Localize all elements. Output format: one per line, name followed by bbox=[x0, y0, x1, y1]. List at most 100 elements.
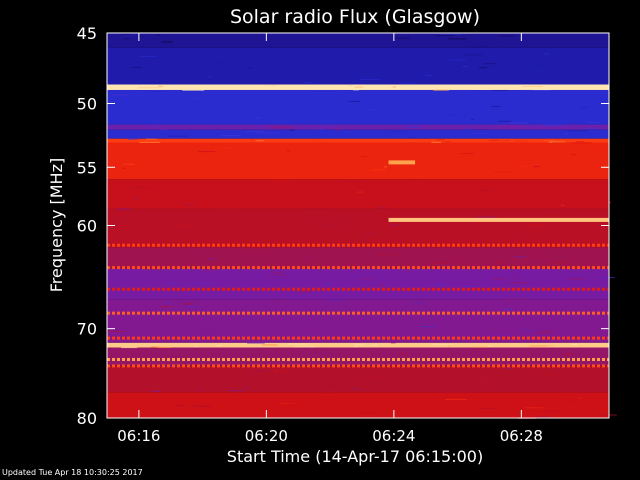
noise-streak bbox=[244, 317, 258, 319]
noise-streak bbox=[463, 54, 484, 56]
noise-streak bbox=[365, 109, 376, 111]
noise-streak bbox=[395, 289, 415, 291]
noise-streak bbox=[265, 84, 277, 86]
noise-streak bbox=[496, 264, 506, 266]
noise-streak bbox=[587, 122, 599, 124]
noise-streak bbox=[182, 303, 194, 305]
noise-streak bbox=[383, 166, 388, 168]
noise-streak bbox=[510, 282, 530, 284]
noise-streak bbox=[561, 399, 582, 401]
noise-streak bbox=[548, 141, 553, 143]
noise-streak bbox=[431, 344, 453, 346]
noise-streak bbox=[163, 302, 172, 304]
noise-streak bbox=[137, 87, 160, 89]
noise-streak bbox=[139, 141, 161, 143]
noise-streak bbox=[248, 67, 254, 69]
noise-streak bbox=[279, 402, 295, 404]
noise-streak bbox=[302, 107, 321, 109]
noise-streak bbox=[353, 346, 358, 348]
noise-streak bbox=[110, 222, 127, 224]
noise-streak bbox=[582, 397, 589, 399]
noise-streak bbox=[436, 139, 445, 141]
noise-streak bbox=[323, 392, 336, 394]
noise-streak bbox=[380, 279, 384, 281]
noise-streak bbox=[303, 81, 312, 83]
noise-streak bbox=[359, 156, 367, 158]
noise-streak bbox=[215, 207, 237, 209]
noise-streak bbox=[305, 127, 321, 129]
noise-streak bbox=[193, 282, 212, 284]
noise-streak bbox=[273, 271, 282, 273]
noise-streak bbox=[138, 55, 156, 57]
noise-streak bbox=[123, 163, 135, 165]
noise-streak bbox=[240, 397, 259, 399]
noise-streak bbox=[240, 182, 244, 184]
noise-streak bbox=[537, 345, 554, 347]
noise-streak bbox=[249, 138, 254, 140]
noise-streak bbox=[524, 45, 528, 47]
noise-streak bbox=[421, 325, 435, 327]
noise-streak bbox=[571, 343, 578, 345]
y-tick-label: 45 bbox=[77, 24, 97, 43]
noise-streak bbox=[336, 243, 346, 245]
noise-streak bbox=[532, 89, 551, 91]
noise-streak bbox=[505, 367, 511, 369]
frequency-band bbox=[107, 124, 609, 130]
noise-streak bbox=[389, 130, 406, 132]
noise-streak bbox=[175, 224, 192, 226]
noise-streak bbox=[422, 383, 444, 385]
noise-streak bbox=[199, 219, 214, 221]
noise-streak bbox=[132, 66, 142, 68]
noise-streak bbox=[510, 276, 521, 278]
noise-streak bbox=[158, 85, 163, 87]
noise-streak bbox=[220, 288, 223, 290]
noise-streak bbox=[322, 124, 339, 126]
noise-streak bbox=[599, 96, 603, 98]
noise-streak bbox=[489, 334, 508, 336]
noise-streak bbox=[501, 316, 504, 318]
noise-streak bbox=[394, 37, 411, 39]
noise-streak bbox=[407, 141, 418, 143]
noise-streak bbox=[375, 253, 398, 255]
noise-streak bbox=[124, 38, 129, 40]
noise-streak bbox=[275, 300, 281, 302]
noise-streak bbox=[364, 233, 374, 235]
noise-streak bbox=[187, 234, 202, 236]
noise-streak bbox=[323, 349, 328, 351]
noise-streak bbox=[449, 287, 453, 289]
interference-lines bbox=[107, 243, 609, 368]
noise-streak bbox=[354, 86, 364, 88]
noise-streak bbox=[267, 85, 279, 87]
noise-streak bbox=[345, 386, 361, 388]
noise-streak bbox=[550, 141, 566, 143]
noise-streak bbox=[309, 333, 313, 335]
noise-streak bbox=[336, 216, 350, 218]
frequency-band bbox=[107, 142, 609, 180]
noise-streak bbox=[200, 368, 216, 370]
noise-streak bbox=[447, 345, 450, 347]
noise-streak bbox=[537, 374, 554, 376]
noise-streak bbox=[174, 195, 179, 197]
frequency-band bbox=[107, 129, 609, 139]
noise-streak bbox=[175, 404, 186, 406]
noise-streak bbox=[576, 141, 585, 143]
noise-streak bbox=[391, 224, 399, 226]
noise-streak bbox=[155, 135, 160, 137]
noise-streak bbox=[170, 282, 175, 284]
noise-streak bbox=[522, 165, 529, 167]
noise-streak bbox=[122, 167, 126, 169]
noise-streak bbox=[380, 284, 385, 286]
noise-texture bbox=[107, 33, 617, 419]
noise-streak bbox=[448, 114, 457, 116]
chart-title: Solar radio Flux (Glasgow) bbox=[230, 6, 480, 28]
noise-streak bbox=[257, 132, 279, 134]
noise-streak bbox=[533, 166, 541, 168]
noise-streak bbox=[196, 389, 204, 391]
noise-streak bbox=[498, 120, 512, 122]
noise-streak bbox=[499, 126, 520, 128]
noise-streak bbox=[357, 278, 374, 280]
noise-streak bbox=[449, 59, 467, 61]
noise-streak bbox=[399, 82, 416, 84]
noise-streak bbox=[171, 356, 187, 358]
noise-streak bbox=[542, 124, 564, 126]
